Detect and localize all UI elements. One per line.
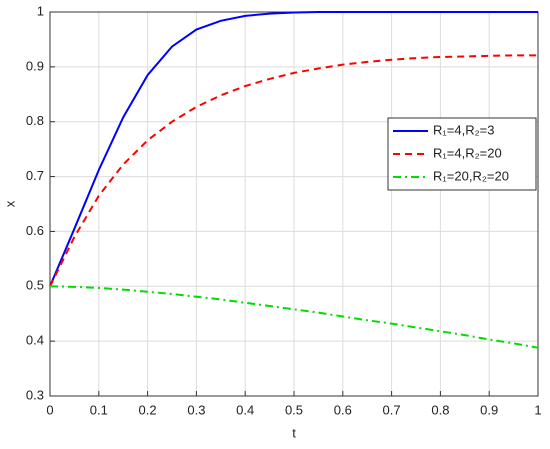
legend-label: R₁=20,R₂=20 xyxy=(433,168,509,183)
y-axis-label: x xyxy=(2,200,17,207)
series-line xyxy=(49,11,538,287)
x-tick-label: 0.8 xyxy=(431,402,449,417)
x-axis-label: t xyxy=(292,425,296,440)
y-tick-label: 0.6 xyxy=(26,223,44,238)
legend-label: R₁=4,R₂=3 xyxy=(433,122,494,137)
legend: R₁=4,R₂=3 R₁=4,R₂=20 R₁=20,R₂=20 xyxy=(387,117,537,191)
x-tick-label: 0.4 xyxy=(236,402,254,417)
series-line xyxy=(49,285,539,349)
y-tick-label: 1 xyxy=(37,3,44,18)
y-tick-label: 0.4 xyxy=(26,333,44,348)
y-tick-label: 0.9 xyxy=(26,58,44,73)
y-tick-label: 0.5 xyxy=(26,278,44,293)
x-tick-label: 0.6 xyxy=(334,402,352,417)
y-tick-label: 0.8 xyxy=(26,113,44,128)
y-tick-label: 0.7 xyxy=(26,168,44,183)
x-tick-label: 0.5 xyxy=(285,402,303,417)
legend-label: R₁=4,R₂=20 xyxy=(433,145,502,160)
x-tick-label: 0.3 xyxy=(187,402,205,417)
x-tick-label: 0.1 xyxy=(90,402,108,417)
x-tick-label: 0 xyxy=(46,402,53,417)
x-tick-label: 1 xyxy=(534,402,541,417)
x-tick-label: 0.2 xyxy=(139,402,157,417)
x-tick-label: 0.7 xyxy=(383,402,401,417)
series-line xyxy=(49,54,538,287)
y-tick-label: 0.3 xyxy=(26,387,44,402)
x-tick-label: 0.9 xyxy=(480,402,498,417)
